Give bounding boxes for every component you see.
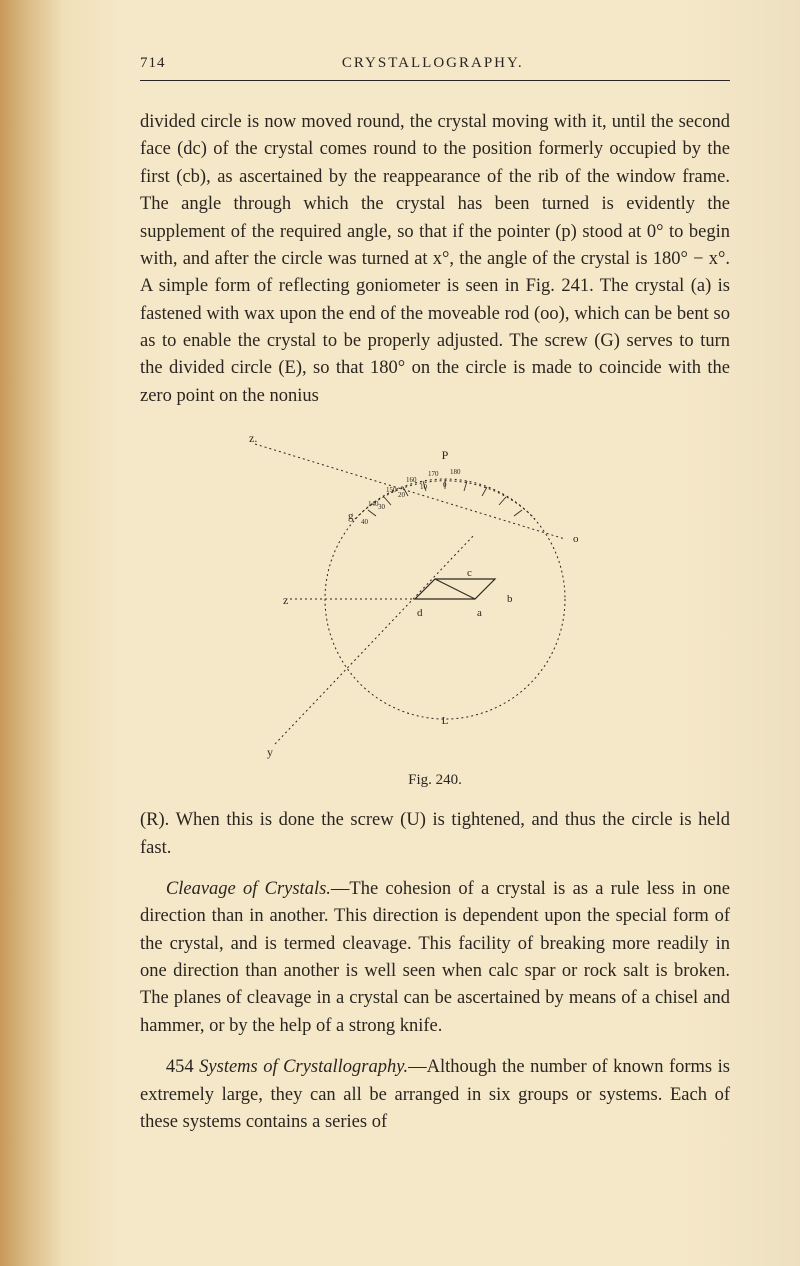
p3-rest: —The cohesion of a crystal is as a rule … (140, 879, 730, 1036)
p4-lead: Systems of Crystallography. (199, 1057, 408, 1077)
figure-svg: L P z. z y o b c d a g 180 170 160 150 1… (215, 424, 655, 764)
deg-170: 170 (428, 470, 439, 478)
header-rule (140, 80, 730, 81)
label-z-dot: z. (249, 431, 257, 445)
page-number: 714 (140, 55, 166, 72)
page: 714 CRYSTALLOGRAPHY. divided circle is n… (0, 0, 800, 1266)
y-line (275, 534, 475, 744)
figure-240: L P z. z y o b c d a g 180 170 160 150 1… (140, 424, 730, 764)
running-head: 714 CRYSTALLOGRAPHY. (140, 55, 730, 72)
deg-0: 0 (443, 481, 447, 489)
label-y: y (267, 745, 273, 759)
paragraph-2: (R). When this is done the screw (U) is … (140, 807, 730, 862)
deg-10: 10 (420, 483, 428, 491)
label-c: c (467, 567, 472, 579)
label-d: d (417, 607, 423, 619)
label-z: z (283, 593, 288, 607)
label-o: o (573, 533, 579, 545)
label-a: a (477, 607, 482, 619)
header-title: CRYSTALLOGRAPHY. (342, 55, 524, 72)
paragraph-3: Cleavage of Crystals.—The cohesion of a … (140, 876, 730, 1040)
z-dot-line (255, 444, 565, 539)
deg-40: 40 (361, 518, 369, 526)
deg-180: 180 (450, 468, 461, 476)
crystal-diag (435, 579, 475, 599)
paragraph-1: divided circle is now moved round, the c… (140, 109, 730, 410)
deg-30: 30 (378, 503, 386, 511)
label-b: b (507, 593, 513, 605)
header-spacer (700, 55, 730, 72)
label-L: L (442, 715, 449, 727)
paragraph-4: 454 Systems of Crystallography.—Although… (140, 1054, 730, 1136)
p3-lead: Cleavage of Crystals. (166, 879, 331, 899)
figure-caption: Fig. 240. (140, 772, 730, 789)
deg-160: 160 (406, 476, 417, 484)
p4-num: 454 (166, 1057, 194, 1077)
deg-150: 150 (386, 486, 397, 494)
deg-20: 20 (398, 491, 406, 499)
label-g: g (348, 510, 354, 522)
degree-labels: 180 170 160 150 140 40 30 20 10 0 (361, 468, 461, 526)
label-P: P (442, 448, 449, 462)
